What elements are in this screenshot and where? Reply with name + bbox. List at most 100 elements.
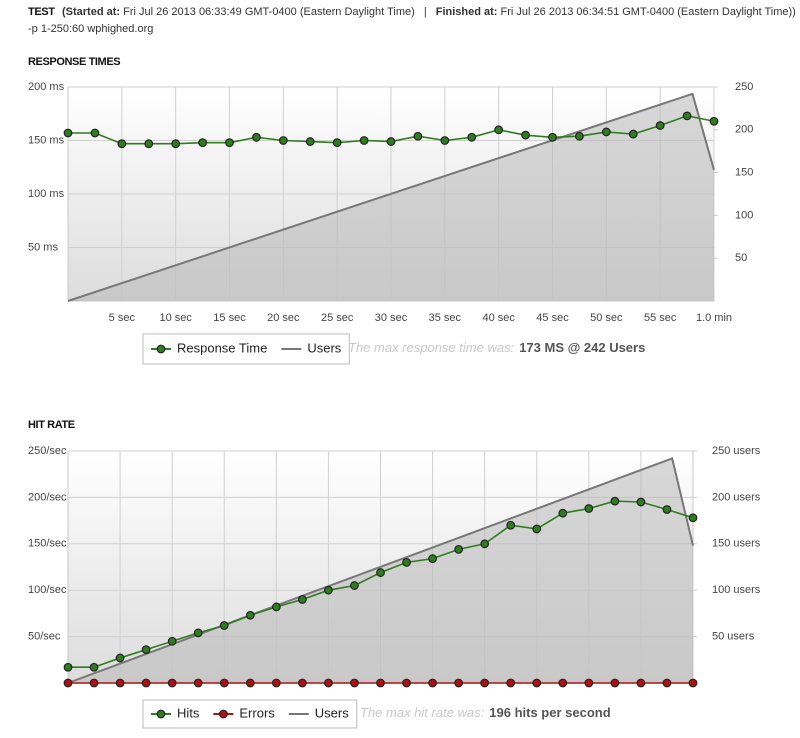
- started-label: (Started at:: [62, 6, 120, 18]
- series-line: [67, 92, 715, 302]
- point: [558, 678, 568, 688]
- note-value: 196 hits per second: [489, 705, 610, 720]
- y-tick-label: 200 ms: [28, 81, 65, 93]
- y-tick-label: 100/sec: [28, 584, 67, 596]
- x-tick-label: 30 sec: [375, 312, 408, 324]
- subtitle: -p 1-250:60 wphighed.org: [28, 23, 153, 35]
- point: [350, 581, 359, 590]
- point: [115, 653, 125, 663]
- point: [171, 139, 181, 149]
- point: [584, 678, 594, 688]
- point: [440, 136, 450, 145]
- y2-tick-label: 100 users: [712, 584, 761, 596]
- point: [167, 636, 177, 646]
- x-tick-label: 1.0 min: [696, 312, 732, 324]
- legend-label: Response Time: [177, 340, 267, 355]
- point: [89, 678, 99, 688]
- legend-marker: [156, 344, 166, 354]
- point: [682, 111, 692, 121]
- point: [141, 645, 151, 654]
- legend-label: Users: [315, 705, 349, 720]
- point: [467, 132, 477, 142]
- users-area: [68, 93, 714, 302]
- y-tick-label: 200/sec: [28, 491, 67, 503]
- y-tick-label: 100 ms: [28, 188, 65, 200]
- legend-marker: [218, 709, 228, 719]
- x-tick-label: 10 sec: [159, 312, 192, 324]
- separator: |: [424, 6, 427, 18]
- legend-label: Hits: [177, 705, 200, 720]
- point: [532, 524, 542, 534]
- point: [63, 128, 73, 138]
- point: [245, 610, 255, 620]
- y2-tick-label: 200: [735, 124, 753, 136]
- y2-tick-label: 250: [735, 81, 753, 93]
- point: [709, 116, 719, 126]
- point: [655, 121, 665, 130]
- point: [662, 505, 672, 514]
- y-tick-label: 250/sec: [28, 445, 67, 457]
- point: [402, 678, 411, 688]
- point: [63, 662, 73, 672]
- x-tick-label: 5 sec: [109, 312, 136, 324]
- point: [480, 678, 490, 688]
- point: [506, 520, 516, 530]
- point: [402, 557, 411, 567]
- x-tick-label: 45 sec: [536, 312, 569, 324]
- x-tick-label: 15 sec: [213, 312, 246, 324]
- point: [454, 678, 464, 688]
- y2-tick-label: 100: [735, 209, 753, 221]
- point: [193, 628, 203, 638]
- x-tick-label: 40 sec: [482, 312, 515, 324]
- point: [428, 554, 437, 564]
- note: The max hit rate was: 196 hits per second: [360, 705, 611, 720]
- point: [324, 678, 333, 688]
- point: [376, 678, 385, 688]
- y2-tick-label: 150 users: [712, 538, 761, 550]
- legend-label: Users: [307, 340, 341, 355]
- series-line: [67, 457, 694, 684]
- point: [376, 568, 385, 577]
- point: [532, 678, 542, 688]
- chart-title: HIT RATE: [28, 419, 75, 431]
- point: [90, 128, 100, 138]
- point: [662, 678, 672, 688]
- point: [115, 678, 125, 688]
- point: [278, 136, 288, 145]
- legend-label: Errors: [239, 705, 275, 720]
- point: [141, 678, 151, 688]
- point: [575, 131, 584, 141]
- point: [584, 504, 594, 513]
- x-tick-label: 50 sec: [590, 312, 623, 324]
- point: [636, 497, 646, 507]
- point: [225, 138, 234, 148]
- started: Fri Jul 26 2013 06:33:49 GMT-0400 (Easte…: [123, 6, 415, 18]
- note-value: 173 MS @ 242 Users: [519, 340, 645, 355]
- y-tick-label: 50 ms: [28, 241, 58, 253]
- x-tick-label: 20 sec: [267, 312, 300, 324]
- y2-tick-label: 50 users: [712, 631, 755, 643]
- point: [610, 496, 620, 506]
- report-title: TEST: [28, 6, 55, 18]
- x-tick-label: 35 sec: [429, 312, 462, 324]
- point: [628, 129, 638, 139]
- point: [601, 127, 611, 137]
- point: [359, 136, 369, 145]
- x-tick-label: 25 sec: [321, 312, 354, 324]
- chart-title: RESPONSE TIMES: [28, 56, 120, 68]
- y-tick-label: 50/sec: [28, 631, 61, 643]
- point: [332, 138, 342, 148]
- point: [350, 678, 359, 688]
- point: [548, 132, 557, 142]
- point: [193, 678, 203, 688]
- y-tick-label: 150/sec: [28, 538, 67, 550]
- legend: [142, 699, 358, 729]
- run-times: (Started at: Fri Jul 26 2013 06:33:49 GM…: [62, 6, 796, 18]
- finished-label: Finished at:: [436, 6, 498, 18]
- point: [117, 139, 127, 149]
- point: [271, 602, 281, 612]
- legend-marker: [156, 709, 166, 719]
- point: [144, 139, 154, 149]
- point: [610, 678, 620, 688]
